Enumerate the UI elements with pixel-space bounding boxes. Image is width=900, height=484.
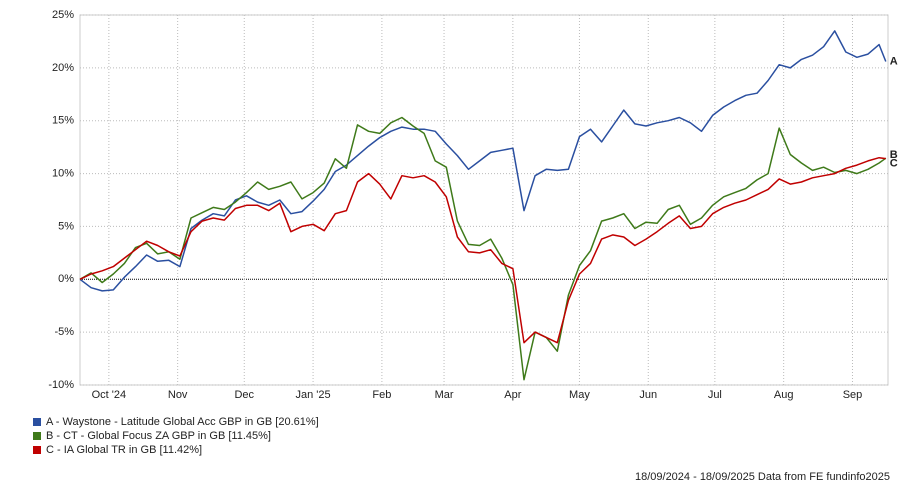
y-tick-label: 15% [52, 115, 74, 127]
x-tick-label: Mar [435, 389, 454, 401]
legend-label: C - IA Global TR in GB [11.42%] [46, 444, 202, 456]
legend-swatch [33, 418, 41, 426]
series-line [79, 30, 887, 292]
x-tick-label: Sep [843, 389, 863, 401]
y-tick-label: 25% [52, 9, 74, 21]
x-tick-label: Oct '24 [92, 389, 127, 401]
x-tick-label: May [569, 389, 590, 401]
plot-area [79, 14, 889, 386]
y-tick-label: 20% [52, 62, 74, 74]
y-tick-label: 5% [58, 220, 74, 232]
x-tick-label: Aug [774, 389, 794, 401]
y-tick-label: 0% [58, 273, 74, 285]
y-tick-label: -5% [54, 326, 74, 338]
end-label: B [890, 149, 898, 161]
x-tick-label: Apr [504, 389, 521, 401]
x-tick-label: Jan '25 [296, 389, 331, 401]
series-line [79, 116, 887, 381]
legend-label: B - CT - Global Focus ZA GBP in GB [11.4… [46, 430, 271, 442]
end-label: A [890, 55, 898, 67]
legend-label: A - Waystone - Latitude Global Acc GBP i… [46, 416, 319, 428]
x-tick-label: Jun [639, 389, 657, 401]
legend-swatch [33, 432, 41, 440]
x-tick-label: Feb [372, 389, 391, 401]
x-tick-label: Dec [234, 389, 254, 401]
y-tick-label: -10% [48, 379, 74, 391]
x-tick-label: Jul [708, 389, 722, 401]
end-label: C [890, 157, 898, 169]
series-line [79, 156, 886, 344]
x-tick-label: Nov [168, 389, 188, 401]
y-tick-label: 10% [52, 167, 74, 179]
legend-swatch [33, 446, 41, 454]
footer: 18/09/2024 - 18/09/2025 Data from FE fun… [635, 471, 890, 483]
